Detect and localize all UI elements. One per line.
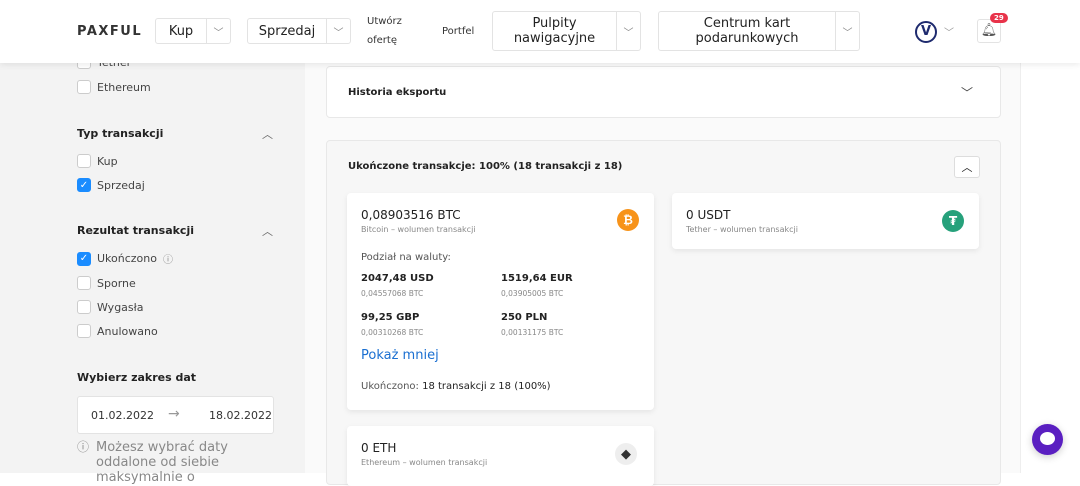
buy-dropdown[interactable]: Kup ﹀ xyxy=(155,18,231,44)
dashboards-line1: Pulpity xyxy=(532,16,577,31)
giftcards-line2: podarunkowych xyxy=(695,31,799,46)
chevron-down-icon: ﹀ xyxy=(616,12,640,50)
checkbox[interactable] xyxy=(77,154,91,168)
notification-badge: 29 xyxy=(990,13,1008,23)
completed-value: 18 transakcji z 18 (100%) xyxy=(422,381,551,392)
eth-amount: 0 ETH xyxy=(361,441,397,455)
btc-amount: 0,08903516 BTC xyxy=(361,208,461,222)
result-section-title: Rezultat transakcji xyxy=(77,224,194,237)
type-section-title: Typ transakcji xyxy=(77,127,164,140)
checkbox[interactable] xyxy=(77,80,91,94)
checkbox[interactable] xyxy=(77,324,91,338)
breakdown-title: Podział na waluty: xyxy=(361,252,451,263)
checkbox-checked[interactable]: ✓ xyxy=(77,178,91,192)
currency-pln: 250 PLN xyxy=(501,312,548,323)
chevron-down-icon[interactable]: ﹀ xyxy=(961,86,974,100)
create-offer-line2: ofertę xyxy=(367,35,397,46)
checkbox-sell[interactable]: ✓ Sprzedaj xyxy=(77,178,145,192)
avatar[interactable]: V xyxy=(915,21,937,43)
checkbox-label: Kup xyxy=(97,154,118,168)
export-history-title: Historia eksportu xyxy=(348,87,447,98)
dashboards-line2: nawigacyjne xyxy=(513,31,596,46)
sell-label: Sprzedaj xyxy=(258,23,316,39)
info-icon: ⓘ xyxy=(77,440,90,454)
notifications-bell-icon[interactable]: 🔔︎ xyxy=(977,19,1001,43)
checkbox-expired[interactable]: Wygasła xyxy=(77,300,144,314)
ethereum-icon: ◆ xyxy=(615,443,637,465)
arrow-right-icon: → xyxy=(168,406,180,422)
checkbox-completed[interactable]: ✓ Ukończono ⓘ xyxy=(77,251,173,266)
chevron-up-icon[interactable]: ︿ xyxy=(262,225,273,238)
checkbox-label: Ethereum xyxy=(97,80,151,94)
completed-summary: Ukończono: 18 transakcji z 18 (100%) xyxy=(361,381,551,392)
eth-subtitle: Ethereum – wolumen transakcji xyxy=(361,458,488,467)
checkbox-disputed[interactable]: Sporne xyxy=(77,276,136,290)
currency-gbp: 99,25 GBP xyxy=(361,312,420,323)
chevron-down-icon: ﹀ xyxy=(835,12,859,50)
usdt-subtitle: Tether – wolumen transakcji xyxy=(686,225,798,234)
chat-bubble-icon xyxy=(1040,432,1055,445)
checkbox-checked[interactable]: ✓ xyxy=(77,251,91,266)
currency-usd-btc: 0,04557068 BTC xyxy=(361,289,424,298)
sell-dropdown[interactable]: Sprzedaj ﹀ xyxy=(247,18,351,44)
create-offer-line1: Utwórz xyxy=(367,16,402,27)
create-offer-link[interactable]: Utwórz ofertę xyxy=(367,12,402,50)
btc-subtitle: Bitcoin – wolumen transakcji xyxy=(361,225,476,234)
chevron-up-icon[interactable]: ︿ xyxy=(954,156,980,178)
checkbox-ethereum[interactable]: Ethereum xyxy=(77,80,151,94)
checkbox-label: Anulowano xyxy=(97,324,158,338)
checkbox-label: Ukończono xyxy=(97,252,157,265)
date-range-input[interactable]: 01.02.2022 → 18.02.2022 xyxy=(77,396,274,434)
currency-eur: 1519,64 EUR xyxy=(501,273,573,284)
checkbox-label: Sprzedaj xyxy=(97,178,145,192)
date-from[interactable]: 01.02.2022 xyxy=(91,409,154,422)
giftcards-dropdown[interactable]: Centrum kart podarunkowych ﹀ xyxy=(658,11,860,51)
date-to[interactable]: 18.02.2022 xyxy=(209,409,272,422)
usdt-volume-card: 0 USDT Tether – wolumen transakcji ₮ xyxy=(672,193,979,249)
eth-volume-card: 0 ETH Ethereum – wolumen transakcji ◆ xyxy=(347,426,654,486)
currency-gbp-btc: 0,00310268 BTC xyxy=(361,328,424,337)
checkbox-label: Wygasła xyxy=(97,300,144,314)
show-less-link[interactable]: Pokaż mniej xyxy=(361,348,439,363)
bitcoin-icon: ₿ xyxy=(617,209,639,231)
completed-title: Ukończone transakcje: 100% (18 transakcj… xyxy=(348,161,623,172)
date-range-title: Wybierz zakres dat xyxy=(77,371,197,384)
checkbox-label: Sporne xyxy=(97,276,136,290)
currency-eur-btc: 0,03905005 BTC xyxy=(501,289,564,298)
right-margin xyxy=(1020,63,1080,473)
info-icon[interactable]: ⓘ xyxy=(162,255,173,266)
checkbox[interactable] xyxy=(77,300,91,314)
btc-volume-card: 0,08903516 BTC Bitcoin – wolumen transak… xyxy=(347,193,654,410)
checkbox-cancelled[interactable]: Anulowano xyxy=(77,324,158,338)
checkbox-buy[interactable]: Kup xyxy=(77,154,118,168)
completed-label: Ukończono: xyxy=(361,381,419,392)
currency-usd: 2047,48 USD xyxy=(361,273,434,284)
date-range-note: ⓘ Możesz wybrać daty oddalone od siebie m… xyxy=(77,440,282,485)
tether-icon: ₮ xyxy=(942,210,964,232)
chevron-down-icon: ﹀ xyxy=(206,19,230,43)
wallet-link[interactable]: Portfel xyxy=(442,26,475,37)
export-history-panel[interactable]: Historia eksportu ﹀ xyxy=(326,66,1001,118)
dashboards-label: Pulpity nawigacyjne xyxy=(493,16,616,46)
checkbox[interactable] xyxy=(77,276,91,290)
top-nav: PAXFUL Kup ﹀ Sprzedaj ﹀ Utwórz ofertę Portf… xyxy=(0,0,1080,63)
buy-label: Kup xyxy=(168,23,194,39)
dashboards-dropdown[interactable]: Pulpity nawigacyjne ﹀ xyxy=(492,11,641,51)
giftcards-label: Centrum kart podarunkowych xyxy=(659,16,835,46)
chevron-up-icon[interactable]: ︿ xyxy=(262,128,273,141)
chat-button[interactable] xyxy=(1032,424,1063,455)
chevron-down-icon[interactable]: ﹀ xyxy=(944,28,954,39)
currency-pln-btc: 0,00131175 BTC xyxy=(501,328,564,337)
date-note-text: Możesz wybrać daty oddalone od siebie ma… xyxy=(96,440,228,485)
usdt-amount: 0 USDT xyxy=(686,208,731,222)
paxful-logo[interactable]: PAXFUL xyxy=(77,24,143,39)
chevron-down-icon: ﹀ xyxy=(326,19,350,43)
giftcards-line1: Centrum kart xyxy=(703,16,791,31)
